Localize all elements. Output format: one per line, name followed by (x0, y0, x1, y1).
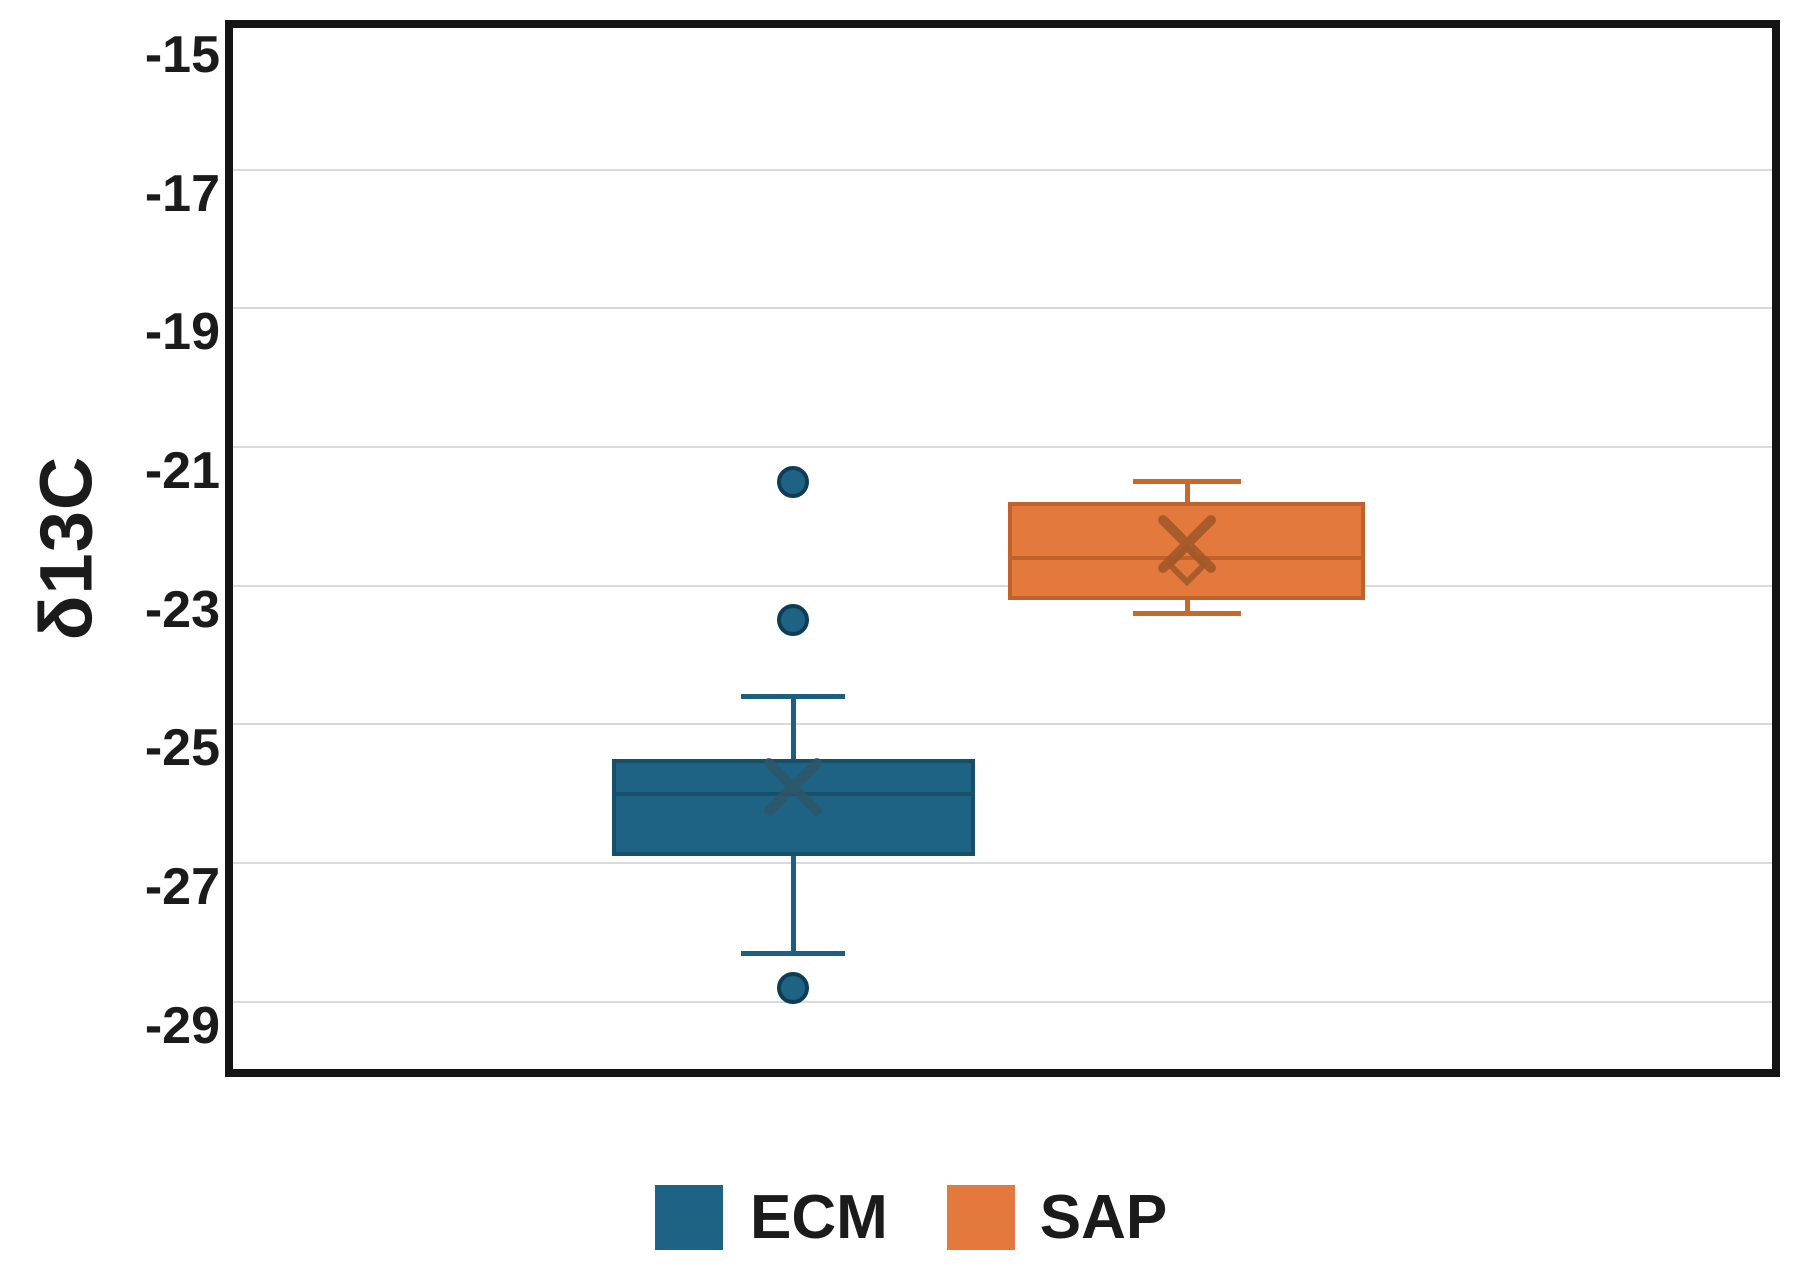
y-tick-label: -19 (144, 303, 220, 362)
ecm-whisker-cap-bottom (741, 950, 845, 956)
ecm-outlier-dot (777, 604, 809, 637)
y-tick-label: -15 (144, 26, 220, 84)
gridline (233, 862, 1772, 864)
ecm-whisker-upper-stem (790, 696, 796, 759)
legend-label-ecm: ECM (750, 1183, 888, 1252)
ecm-whisker-lower-stem (790, 856, 796, 954)
y-tick-label: -17 (144, 164, 220, 223)
ecm-box (612, 759, 975, 857)
sap-whisker-upper-stem (1184, 481, 1190, 503)
y-tick-label: -29 (144, 996, 220, 1055)
gridline (233, 1000, 1772, 1003)
sap-whisker-lower-stem (1184, 599, 1190, 614)
y-axis-title: δ13C (24, 455, 108, 641)
plot-inner (233, 28, 1772, 1069)
y-tick-label: -23 (144, 580, 220, 639)
legend-swatch-sap (946, 1185, 1015, 1250)
y-tick-label: -25 (144, 719, 220, 778)
ecm-whisker-cap-top (741, 694, 845, 700)
ecm-outlier-dot (777, 971, 809, 1004)
sap-median-line (1012, 555, 1361, 560)
gridline (233, 584, 1772, 587)
gridline (233, 307, 1772, 310)
gridline (233, 446, 1772, 448)
sap-whisker-cap-top (1133, 479, 1241, 485)
ecm-outlier-dot (777, 465, 809, 498)
sap-whisker-cap-bottom (1133, 610, 1241, 616)
legend-swatch-ecm (655, 1185, 723, 1250)
ecm-mean-x-marker (764, 757, 822, 816)
y-tick-label: -27 (144, 858, 220, 916)
legend: ECM SAP (655, 1185, 1167, 1250)
gridline (233, 723, 1772, 726)
legend-label-sap: SAP (1039, 1183, 1168, 1252)
plot-area (225, 20, 1780, 1077)
y-tick-label: -21 (144, 442, 220, 500)
gridline (233, 168, 1772, 171)
sap-mean-x-marker (1158, 515, 1216, 574)
